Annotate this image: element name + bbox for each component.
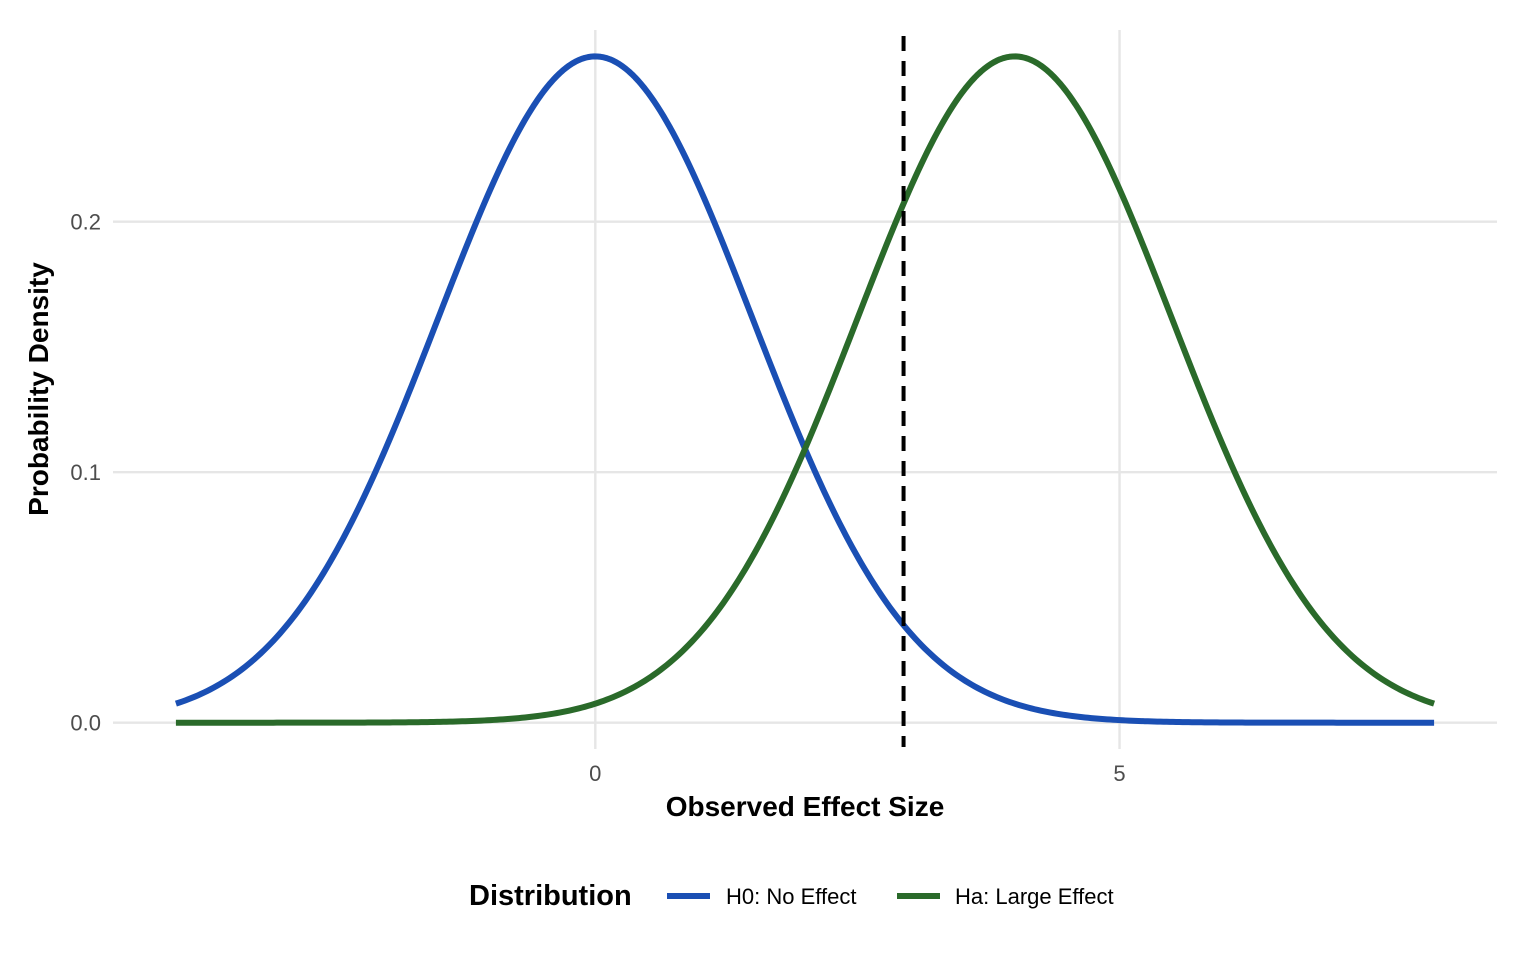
- x-tick-label: 0: [589, 761, 601, 786]
- legend-label: H0: No Effect: [726, 884, 856, 909]
- x-tick-label: 5: [1113, 761, 1125, 786]
- legend: Distribution H0: No Effect Ha: Large Effe…: [469, 880, 1114, 912]
- tick-labels: 0.0 0.1 0.2 0 5: [70, 210, 1125, 786]
- y-tick-label: 0.0: [70, 711, 101, 736]
- legend-label: Ha: Large Effect: [955, 884, 1114, 909]
- legend-title: Distribution: [469, 880, 632, 912]
- series-line-ha-large-effect: [175, 53, 1436, 726]
- grid: [113, 30, 1497, 749]
- x-axis-title: Observed Effect Size: [666, 791, 945, 822]
- series-line-h0-no-effect: [174, 53, 1435, 726]
- legend-items: H0: No Effect Ha: Large Effect: [667, 884, 1114, 909]
- y-tick-label: 0.1: [70, 460, 101, 485]
- series-lines: [174, 53, 1436, 726]
- y-axis-title: Probability Density: [23, 262, 54, 516]
- y-tick-label: 0.2: [70, 210, 101, 235]
